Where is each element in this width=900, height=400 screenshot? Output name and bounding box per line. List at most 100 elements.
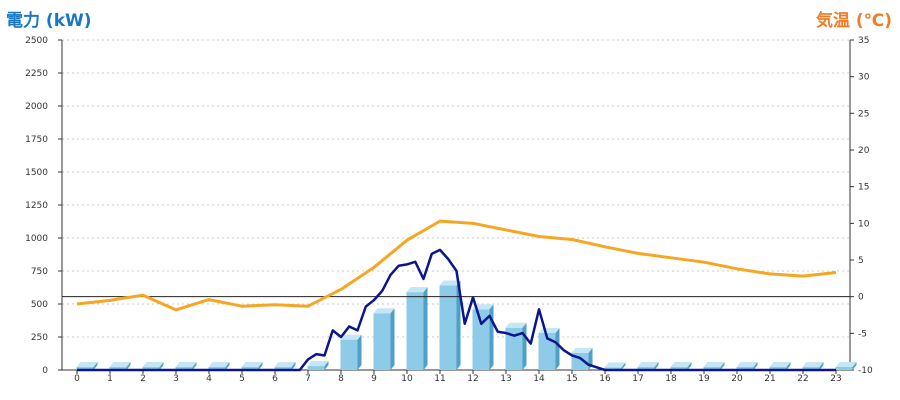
power-bar xyxy=(109,362,131,370)
power-bar-top xyxy=(703,362,725,367)
power-bar-top xyxy=(307,361,329,367)
x-tick-label: 6 xyxy=(272,374,278,384)
right-tick-label: -10 xyxy=(858,366,873,376)
power-bar-side xyxy=(555,328,560,370)
power-bar-side xyxy=(489,304,494,370)
power-bar-side xyxy=(357,334,362,370)
x-tick-label: 11 xyxy=(434,374,445,384)
x-tick-label: 0 xyxy=(74,374,80,384)
right-tick-label: 15 xyxy=(858,183,869,193)
power-bar-top xyxy=(340,334,362,340)
power-bar-side xyxy=(753,362,758,370)
power-bar-side xyxy=(720,362,725,370)
left-tick-label: 1750 xyxy=(25,135,48,145)
right-tick-label: 35 xyxy=(858,36,869,46)
power-bar-side xyxy=(687,362,692,370)
power-bar-front xyxy=(142,367,160,370)
x-tick-label: 15 xyxy=(566,374,577,384)
x-tick-label: 9 xyxy=(371,374,377,384)
left-tick-label: 500 xyxy=(31,300,48,310)
power-bar-front xyxy=(175,367,193,370)
power-bar-top xyxy=(670,362,692,367)
power-bar-side xyxy=(225,362,230,370)
power-bar-top xyxy=(406,287,428,293)
left-tick-label: 250 xyxy=(31,333,48,343)
power-bar-top xyxy=(76,362,98,367)
power-bar-front xyxy=(109,367,127,370)
power-bar-front xyxy=(307,366,325,370)
power-bar-front xyxy=(670,367,688,370)
power-bar xyxy=(208,362,230,370)
power-bar-front xyxy=(604,367,622,370)
power-bar xyxy=(670,362,692,370)
power-bar-side xyxy=(654,362,659,370)
power-bar-front xyxy=(274,367,292,370)
temperature-line xyxy=(76,219,837,312)
x-tick-label: 1 xyxy=(107,374,113,384)
power-bar xyxy=(769,362,791,370)
power-bar-front xyxy=(406,292,424,370)
power-bar-top xyxy=(208,362,230,367)
x-tick-label: 2 xyxy=(140,374,146,384)
x-tick-label: 14 xyxy=(533,374,545,384)
power-bar-side xyxy=(423,287,428,370)
power-bar-top xyxy=(571,347,593,353)
power-bar xyxy=(604,362,626,370)
power-bar xyxy=(505,322,527,370)
power-bar-front xyxy=(373,313,391,370)
right-tick-label: 25 xyxy=(858,109,869,119)
x-tick-label: 17 xyxy=(632,374,643,384)
power-bar-side xyxy=(324,361,329,370)
power-bar-top xyxy=(439,280,461,286)
right-tick-label: 30 xyxy=(858,73,870,83)
x-tick-label: 21 xyxy=(764,374,775,384)
power-bar xyxy=(802,362,824,370)
x-tick-label: 7 xyxy=(305,374,311,384)
power-bar xyxy=(439,280,461,370)
power-bar xyxy=(406,287,428,370)
power-bar-side xyxy=(258,362,263,370)
x-tick-label: 4 xyxy=(206,374,212,384)
right-tick-label: 0 xyxy=(858,293,864,303)
right-tick-label: -5 xyxy=(858,329,867,339)
power-bar-front xyxy=(76,367,94,370)
power-bar-top xyxy=(505,322,527,328)
power-bar-top xyxy=(142,362,164,367)
left-tick-label: 2500 xyxy=(25,36,48,46)
x-tick-label: 23 xyxy=(830,374,841,384)
power-bar-side xyxy=(126,362,131,370)
x-tick-label: 19 xyxy=(698,374,710,384)
power-bar xyxy=(274,362,296,370)
x-tick-label: 18 xyxy=(665,374,677,384)
x-tick-label: 22 xyxy=(797,374,808,384)
power-bar-front xyxy=(505,327,523,370)
power-bar-top xyxy=(802,362,824,367)
right-axis-title: 気温 (℃) xyxy=(815,11,892,31)
left-tick-label: 750 xyxy=(31,267,48,277)
power-bar-side xyxy=(192,362,197,370)
x-tick-label: 5 xyxy=(239,374,245,384)
power-bar-top xyxy=(637,362,659,367)
power-line xyxy=(77,248,836,372)
power-bar-top xyxy=(472,304,494,310)
power-bar-top xyxy=(373,308,395,314)
power-bar-top xyxy=(274,362,296,367)
power-bar xyxy=(736,362,758,370)
right-tick-label: 10 xyxy=(858,219,870,229)
power-bar xyxy=(703,362,725,370)
power-bar-side xyxy=(390,308,395,370)
power-bar xyxy=(142,362,164,370)
x-tick-label: 13 xyxy=(500,374,511,384)
power-bar xyxy=(175,362,197,370)
x-tick-label: 8 xyxy=(338,374,344,384)
x-tick-label: 20 xyxy=(731,374,743,384)
left-tick-label: 0 xyxy=(42,366,48,376)
power-bar-side xyxy=(786,362,791,370)
left-tick-label: 2000 xyxy=(25,102,48,112)
right-tick-label: 5 xyxy=(858,256,864,266)
left-tick-label: 1000 xyxy=(25,234,48,244)
power-bar-side xyxy=(93,362,98,370)
power-bar-top xyxy=(241,362,263,367)
left-axis-title: 電力 (kW) xyxy=(6,11,92,31)
power-bar-front xyxy=(472,309,490,370)
